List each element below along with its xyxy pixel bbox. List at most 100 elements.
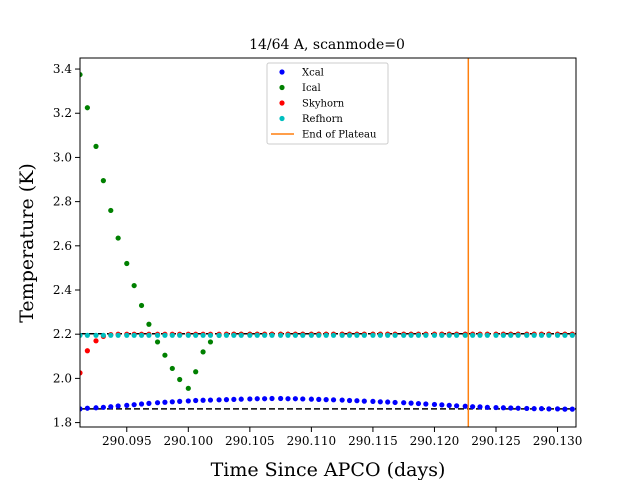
- xcal-point: [515, 405, 521, 411]
- xcal-point: [269, 395, 275, 402]
- xcal-point: [231, 396, 237, 402]
- refhorn-point: [154, 332, 161, 338]
- xcal-point: [308, 396, 314, 402]
- xcal-point: [185, 398, 191, 404]
- xcal-point: [323, 397, 329, 403]
- refhorn-point: [531, 332, 537, 338]
- refhorn-point: [193, 332, 199, 338]
- ical-point: [108, 207, 114, 214]
- refhorn-point: [500, 332, 506, 338]
- xcal-point: [346, 397, 353, 404]
- legend-label-xcal: Xcal: [302, 68, 324, 79]
- xcal-point: [470, 404, 476, 410]
- xcal-point: [392, 399, 398, 406]
- refhorn-point: [207, 332, 214, 338]
- x-tick-label: 290.110: [287, 434, 337, 448]
- legend-label-end-of-plateau: End of Plateau: [302, 130, 377, 141]
- xcal-point: [569, 406, 575, 412]
- xcal-point: [84, 405, 90, 411]
- xcal-point: [262, 396, 268, 402]
- x-tick-label: 290.095: [102, 434, 152, 448]
- xcal-point: [169, 399, 175, 405]
- legend-marker-xcal: [279, 69, 285, 75]
- refhorn-point: [185, 332, 191, 338]
- refhorn-point: [361, 332, 367, 338]
- refhorn-point: [562, 332, 568, 338]
- xcal-point: [138, 401, 145, 407]
- refhorn-point: [247, 332, 253, 338]
- refhorn-point: [415, 332, 422, 338]
- xcal-point: [278, 395, 284, 402]
- xcal-point: [131, 402, 137, 408]
- xcal-point: [415, 400, 422, 407]
- refhorn-point: [146, 332, 152, 338]
- refhorn-point: [115, 332, 121, 338]
- xcal-point: [554, 406, 561, 412]
- refhorn-point: [80, 332, 83, 338]
- refhorn-point: [377, 332, 383, 338]
- legend: Xcal Ical Skyhorn Refhorn End of Plateau: [266, 62, 389, 145]
- refhorn-point: [554, 332, 561, 338]
- xcal-point: [423, 401, 429, 407]
- refhorn-point: [439, 332, 445, 338]
- ical-point: [177, 376, 183, 383]
- y-tick-label: 2.2: [53, 327, 72, 341]
- ical-point: [146, 321, 152, 327]
- xcal-point: [454, 403, 460, 409]
- refhorn-point: [238, 332, 244, 338]
- refhorn-point: [278, 332, 284, 338]
- refhorn-point: [408, 332, 414, 338]
- xcal-point: [508, 405, 514, 411]
- skyhorn-point: [80, 370, 83, 376]
- refhorn-point: [392, 332, 398, 338]
- refhorn-point: [330, 332, 337, 338]
- xcal-point: [115, 403, 121, 409]
- x-tick-label: 290.125: [471, 434, 521, 448]
- x-tick-label: 290.130: [533, 434, 583, 448]
- x-axis-label: Time Since APCO (days): [211, 459, 446, 480]
- skyhorn-point: [84, 348, 90, 354]
- y-tick-label: 1.8: [53, 416, 72, 430]
- refhorn-point: [515, 332, 521, 338]
- refhorn-point: [323, 332, 329, 338]
- y-tick-label: 3.0: [53, 150, 72, 164]
- ical-point: [200, 349, 206, 355]
- ical-point: [80, 71, 83, 78]
- y-tick-label: 2.6: [53, 239, 72, 253]
- refhorn-point: [108, 332, 114, 338]
- xcal-point: [108, 404, 114, 410]
- xcal-point: [500, 405, 506, 411]
- refhorn-point: [370, 332, 376, 338]
- legend-box: [266, 62, 389, 145]
- xcal-point: [477, 404, 483, 410]
- refhorn-point: [385, 332, 391, 338]
- legend-label-skyhorn: Skyhorn: [302, 99, 345, 110]
- chart-title: 14/64 A, scanmode=0: [249, 37, 405, 53]
- refhorn-point: [446, 332, 452, 338]
- xcal-point: [339, 397, 345, 403]
- xcal-point: [223, 397, 230, 403]
- xcal-point: [370, 398, 376, 404]
- ical-point: [115, 235, 121, 241]
- ical-point: [154, 339, 161, 345]
- x-tick-label: 290.115: [348, 434, 398, 448]
- xcal-point: [254, 396, 260, 402]
- refhorn-point: [223, 332, 230, 338]
- refhorn-point: [216, 332, 222, 338]
- refhorn-point: [254, 332, 260, 338]
- xcal-point: [531, 406, 537, 412]
- refhorn-point: [138, 332, 145, 338]
- xcal-point: [462, 403, 468, 409]
- refhorn-point: [423, 332, 429, 338]
- xcal-point: [493, 404, 499, 411]
- xcal-point: [177, 398, 183, 404]
- skyhorn-point: [93, 338, 99, 344]
- xcal-point: [300, 396, 306, 402]
- xcal-point: [377, 399, 383, 405]
- refhorn-point: [462, 332, 468, 338]
- y-tick-label: 2.4: [53, 283, 72, 297]
- xcal-point: [162, 399, 168, 405]
- refhorn-point: [454, 332, 460, 338]
- refhorn-point: [292, 332, 298, 338]
